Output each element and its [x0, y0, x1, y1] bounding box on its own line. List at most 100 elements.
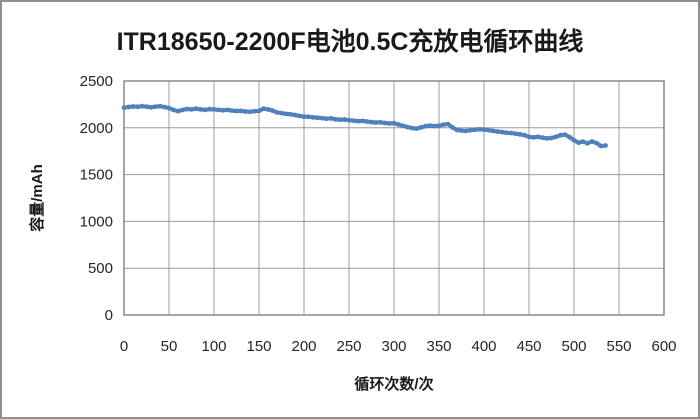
data-point-marker: [594, 140, 599, 146]
x-axis-title: 循环次数/次: [354, 375, 433, 393]
data-point-marker: [216, 107, 221, 113]
data-point-marker: [234, 108, 239, 114]
series-capacity-curve: [121, 103, 608, 149]
data-point-marker: [175, 108, 181, 114]
data-point-marker: [522, 132, 527, 138]
data-point-marker: [499, 129, 505, 135]
data-point-marker: [202, 107, 208, 113]
y-tick-labels: 0 500 1000 1500 2000 2500: [80, 73, 113, 324]
data-point-marker: [162, 104, 167, 110]
data-point-marker: [382, 120, 388, 126]
data-point-marker: [535, 134, 541, 140]
data-point-marker: [157, 103, 163, 109]
x-tick-label: 550: [606, 338, 631, 355]
data-point-marker: [477, 126, 482, 132]
data-point-marker: [423, 123, 428, 129]
data-point-marker: [121, 105, 127, 111]
data-point-marker: [256, 108, 262, 114]
data-point-marker: [279, 110, 284, 116]
data-point-marker: [319, 115, 325, 121]
data-point-marker: [261, 106, 266, 112]
data-point-marker: [171, 107, 176, 113]
data-point-marker: [301, 114, 307, 120]
data-point-marker: [598, 143, 604, 149]
data-point-marker: [351, 118, 356, 123]
data-point-marker: [526, 134, 532, 140]
data-point-marker: [265, 107, 271, 112]
gridlines: [123, 80, 665, 316]
data-point-marker: [310, 115, 316, 120]
data-point-marker: [130, 104, 136, 109]
x-tick-label: 50: [161, 338, 178, 355]
data-point-marker: [297, 113, 302, 119]
data-point-marker: [441, 122, 446, 127]
data-point-marker: [463, 128, 469, 134]
data-point-marker: [324, 116, 329, 122]
x-tick-label: 450: [516, 338, 541, 355]
data-point-marker: [369, 119, 374, 125]
data-point-marker: [135, 104, 140, 110]
data-point-marker: [391, 120, 397, 126]
data-point-marker: [405, 124, 410, 130]
x-tick-label: 400: [471, 338, 496, 355]
data-point-marker: [238, 108, 244, 114]
data-point-marker: [589, 139, 595, 144]
data-point-marker: [472, 127, 478, 133]
data-point-marker: [355, 118, 361, 124]
data-point-marker: [283, 111, 289, 117]
x-tick-label: 0: [120, 338, 128, 355]
data-point-marker: [333, 116, 338, 122]
data-point-marker: [153, 104, 158, 109]
data-point-marker: [243, 109, 248, 114]
data-point-marker: [490, 128, 496, 134]
x-tick-label: 250: [336, 338, 361, 355]
data-point-marker: [481, 127, 487, 132]
data-point-marker: [328, 115, 334, 121]
data-point-marker: [207, 106, 212, 112]
data-point-marker: [270, 108, 275, 113]
data-point-marker: [432, 123, 437, 129]
data-point-marker: [603, 143, 608, 148]
data-point-marker: [387, 121, 392, 126]
data-point-marker: [414, 126, 419, 131]
data-point-marker: [229, 108, 235, 113]
plot-border: [123, 80, 665, 316]
data-point-marker: [549, 135, 554, 141]
data-point-marker: [306, 114, 311, 120]
x-tick-label: 200: [291, 338, 316, 355]
data-point-marker: [436, 123, 442, 129]
data-point-marker: [288, 111, 293, 117]
data-point-marker: [576, 140, 581, 146]
data-point-marker: [364, 119, 370, 124]
data-point-marker: [373, 120, 379, 125]
x-tick-label: 100: [201, 338, 226, 355]
data-point-marker: [459, 128, 464, 133]
y-tick-label: 2000: [80, 120, 113, 137]
y-tick-label: 500: [88, 260, 113, 277]
data-point-marker: [292, 112, 298, 118]
y-tick-label: 2500: [80, 73, 113, 90]
data-point-marker: [418, 125, 424, 130]
data-point-marker: [220, 107, 226, 113]
data-point-marker: [517, 132, 523, 137]
data-point-marker: [360, 118, 365, 124]
data-point-marker: [378, 119, 383, 125]
data-point-marker: [211, 107, 217, 112]
data-point-marker: [396, 122, 401, 127]
data-point-marker: [148, 104, 154, 110]
data-point-marker: [184, 106, 190, 112]
x-tick-label: 150: [246, 338, 271, 355]
data-point-marker: [504, 130, 509, 136]
data-point-marker: [562, 132, 568, 138]
data-point-marker: [571, 137, 577, 143]
data-point-marker: [144, 104, 149, 109]
data-point-marker: [486, 127, 491, 133]
data-point-marker: [247, 109, 253, 115]
x-tick-label: 600: [651, 338, 676, 355]
data-point-marker: [193, 106, 199, 112]
x-tick-labels: 0 50 100 150 200 250 300 350 400 450 500 550 600: [120, 338, 677, 355]
data-point-marker: [544, 136, 550, 141]
capacity-polyline: [122, 104, 608, 149]
